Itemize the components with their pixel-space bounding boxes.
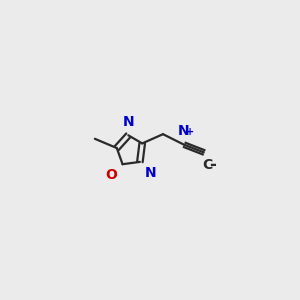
Text: +: + [186, 127, 194, 137]
Text: N: N [178, 124, 190, 138]
Text: O: O [106, 168, 118, 182]
Text: N: N [122, 115, 134, 129]
Text: C: C [202, 158, 212, 172]
Text: -: - [209, 156, 216, 174]
Text: N: N [145, 166, 156, 180]
